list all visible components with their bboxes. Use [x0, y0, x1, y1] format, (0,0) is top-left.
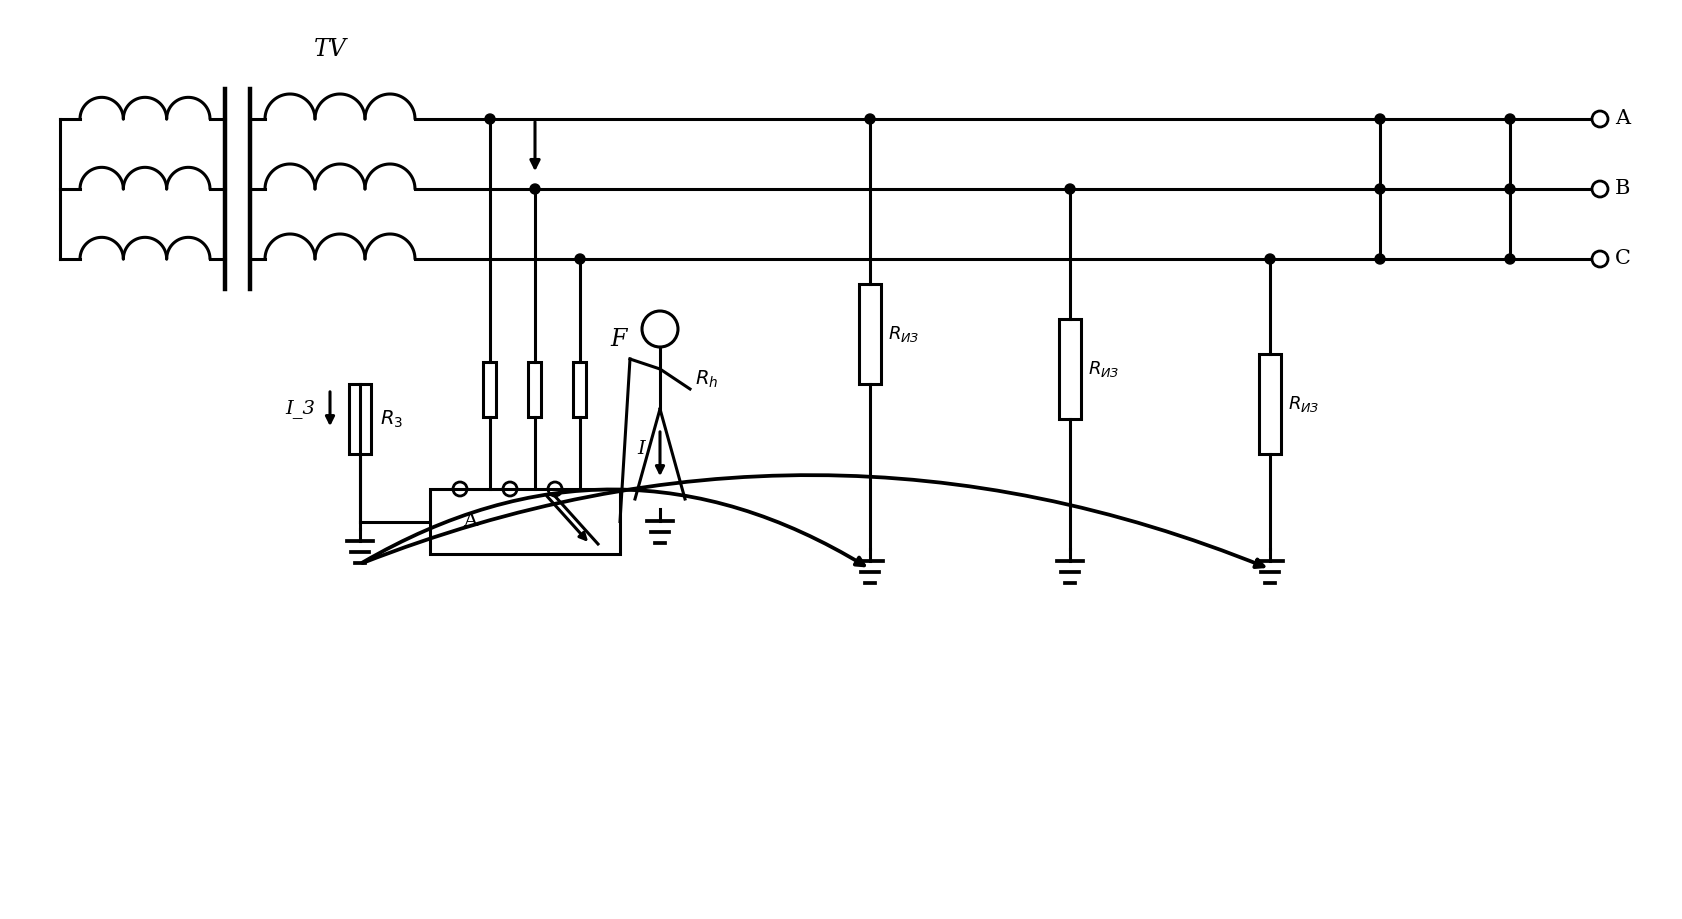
- Circle shape: [1505, 184, 1515, 194]
- Text: I_3: I_3: [286, 400, 315, 418]
- Bar: [348, 384, 372, 454]
- Text: $R_{ИЗ}$: $R_{ИЗ}$: [1288, 394, 1320, 414]
- Text: B: B: [1615, 179, 1630, 199]
- Bar: [574, 361, 587, 416]
- Circle shape: [530, 184, 540, 194]
- Text: F: F: [611, 327, 626, 350]
- Text: $R_{ИЗ}$: $R_{ИЗ}$: [888, 324, 920, 344]
- Circle shape: [484, 114, 495, 124]
- Circle shape: [1265, 254, 1275, 264]
- Circle shape: [1505, 254, 1515, 264]
- Text: $R_h$: $R_h$: [695, 369, 718, 390]
- Circle shape: [1374, 254, 1384, 264]
- Bar: [528, 361, 542, 416]
- Bar: [860, 284, 881, 384]
- Circle shape: [1374, 114, 1384, 124]
- Text: $R_{ИЗ}$: $R_{ИЗ}$: [1088, 359, 1120, 379]
- Text: A: A: [1615, 109, 1630, 129]
- Bar: [1260, 354, 1282, 454]
- Circle shape: [1374, 184, 1384, 194]
- Text: C: C: [1615, 249, 1632, 268]
- Bar: [431, 489, 621, 554]
- Text: $R_3$: $R_3$: [380, 408, 404, 430]
- Circle shape: [1065, 184, 1075, 194]
- Bar: [1060, 319, 1082, 419]
- Circle shape: [1505, 114, 1515, 124]
- Text: TV: TV: [313, 38, 346, 61]
- Text: A: A: [463, 513, 478, 530]
- Circle shape: [865, 114, 875, 124]
- Text: I: I: [637, 440, 644, 458]
- Circle shape: [575, 254, 585, 264]
- Bar: [483, 361, 496, 416]
